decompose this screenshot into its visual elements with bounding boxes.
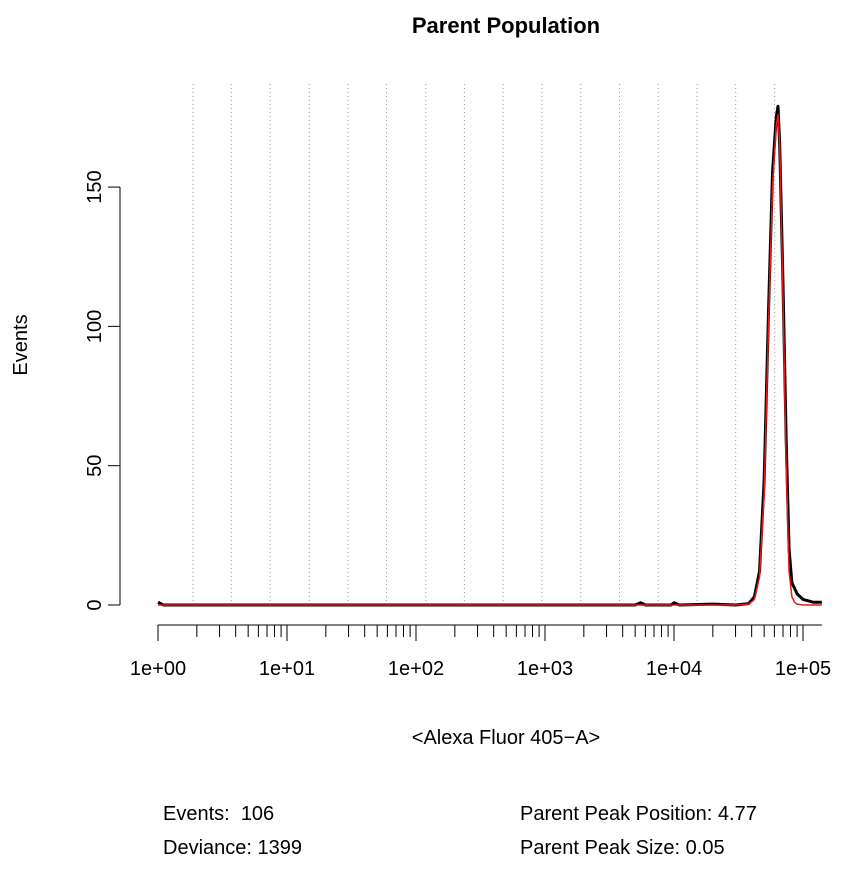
x-tick-label: 1e+00 (130, 658, 186, 680)
annotation: Parent Peak Position: 4.77 (520, 803, 757, 825)
x-tick-label: 1e+01 (259, 658, 315, 680)
y-tick-label: 150 (84, 170, 106, 203)
x-tick-label: 1e+04 (646, 658, 702, 680)
y-tick-label: 100 (84, 310, 106, 343)
y-tick-label: 50 (84, 455, 106, 477)
x-axis-label: <Alexa Fluor 405−A> (412, 727, 600, 749)
x-tick-label: 1e+05 (775, 658, 831, 680)
y-axis-label: Events (10, 314, 32, 375)
annotation: Deviance: 1399 (163, 837, 302, 859)
chart-title: Parent Population (412, 13, 600, 38)
y-tick-label: 0 (84, 599, 106, 610)
series-line (157, 104, 822, 607)
x-tick-label: 1e+02 (388, 658, 444, 680)
annotation: Events: 106 (163, 803, 274, 825)
series-line (158, 113, 822, 606)
annotation: Parent Peak Size: 0.05 (520, 837, 725, 859)
x-tick-label: 1e+03 (517, 658, 573, 680)
